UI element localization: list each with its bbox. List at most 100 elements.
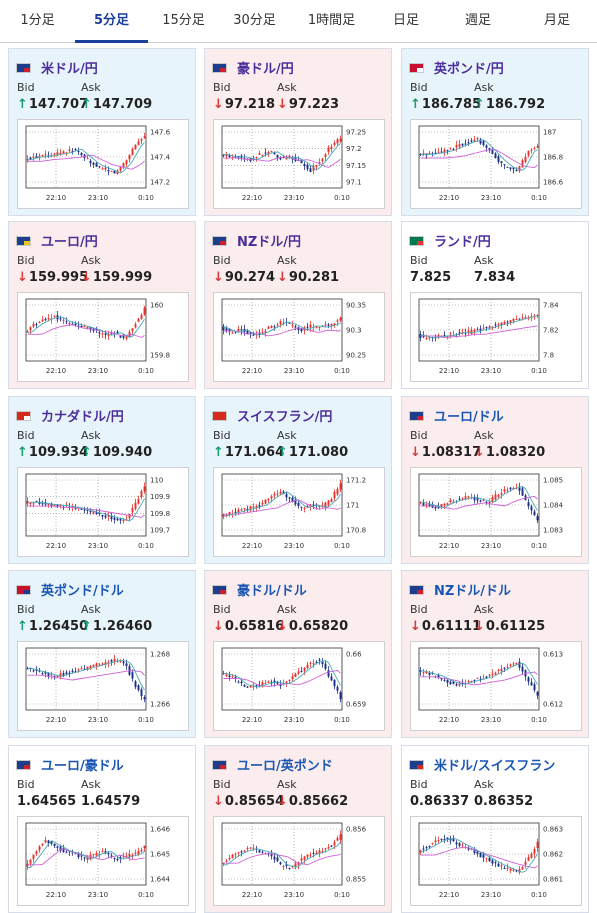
tab-2[interactable]: 5分足	[75, 0, 148, 43]
rate-card[interactable]: 米ドル/円 Bid Ask ↑147.707 ↑147.709 147.6 147.4 147…	[8, 48, 196, 216]
price-chart[interactable]: 0.863 0.862 0.861 22:10 23:10 0:10	[410, 816, 582, 906]
candle-body	[458, 332, 461, 334]
price-chart[interactable]: 1.646 1.645 1.644 22:10 23:10 0:10	[17, 816, 189, 906]
pair-title[interactable]: ランド/円	[434, 235, 491, 250]
price-chart[interactable]: 7.84 7.82 7.8 22:10 23:10 0:10	[410, 292, 582, 382]
price-chart[interactable]: 187 186.8 186.6 22:10 23:10 0:10	[410, 119, 582, 209]
pair-title[interactable]: スイスフラン/円	[237, 410, 333, 425]
candle-body	[83, 509, 86, 511]
candle-body	[506, 867, 509, 869]
pair-title[interactable]: ユーロ/ドル	[434, 410, 504, 425]
plot-frame	[418, 647, 540, 711]
pair-title[interactable]: NZドル/ドル	[434, 584, 512, 599]
tab-1[interactable]: 1分足	[0, 0, 75, 42]
price-chart[interactable]: 0.613 0.612 22:10 23:10 0:10	[410, 641, 582, 731]
pair-title[interactable]: 米ドル/円	[41, 62, 98, 77]
bid-price: ↓97.218	[213, 97, 275, 112]
arrow-down-icon: ↓	[277, 97, 288, 112]
rate-card[interactable]: 米ドル/スイスフラン Bid Ask 0.86337 0.86352 0.863 0.862…	[401, 745, 589, 913]
candle-body	[425, 672, 428, 674]
x-tick-label: 0:10	[334, 194, 350, 202]
rate-card[interactable]: ユーロ/円 Bid Ask ↓159.995 ↓159.999 160 159.8 22:10…	[8, 221, 196, 389]
candle-body	[228, 155, 231, 157]
candle-body	[240, 329, 243, 331]
moving-average-short	[27, 142, 145, 174]
candle-body	[506, 166, 509, 168]
x-tick-label: 22:10	[46, 194, 66, 202]
rate-card[interactable]: 豪ドル/円 Bid Ask ↓97.218 ↓97.223 97.25 97.2 97.15 9…	[204, 48, 392, 216]
candle-body	[318, 659, 321, 661]
tab-6[interactable]: 日足	[373, 0, 439, 42]
candle-body	[297, 671, 300, 674]
pair-title[interactable]: ユーロ/英ポンド	[237, 759, 333, 774]
pair-title[interactable]: 米ドル/スイスフラン	[434, 759, 556, 774]
pair-title[interactable]: ユーロ/円	[41, 235, 98, 250]
price-chart[interactable]: 110 109.9 109.8 109.7 22:10 23:10 0:10	[17, 467, 189, 557]
candle-body	[86, 158, 89, 160]
ask-label: Ask	[474, 429, 494, 442]
price-chart[interactable]: 1.268 1.266 22:10 23:10 0:10	[17, 641, 189, 731]
candle-body	[470, 140, 473, 142]
rate-card[interactable]: ユーロ/豪ドル Bid Ask 1.64565 1.64579 1.646 1.645 1.6…	[8, 745, 196, 913]
candle-body	[428, 845, 431, 847]
plot-frame	[221, 473, 343, 537]
candle-body	[449, 681, 452, 684]
arrow-down-icon: ↓	[474, 445, 485, 460]
price-chart[interactable]: 160 159.8 22:10 23:10 0:10	[17, 292, 189, 382]
price-chart[interactable]: 0.856 0.855 22:10 23:10 0:10	[213, 816, 385, 906]
ask-value: 1.26460	[92, 619, 153, 634]
candle-body	[276, 493, 279, 495]
candle-body	[425, 338, 428, 340]
rate-card[interactable]: NZドル/円 Bid Ask ↓90.274 ↓90.281 90.35 90.3 90.25…	[204, 221, 392, 389]
rate-card[interactable]: ユーロ/ドル Bid Ask ↓1.08317 ↓1.08320 1.085 1.084 1.…	[401, 396, 589, 564]
tab-3[interactable]: 15分足	[148, 0, 219, 42]
pair-title[interactable]: 豪ドル/円	[237, 62, 294, 77]
candle-body	[83, 326, 86, 328]
tab-7[interactable]: 週足	[439, 0, 517, 42]
price-chart[interactable]: 0.66 0.659 22:10 23:10 0:10	[213, 641, 385, 731]
rate-card[interactable]: NZドル/ドル Bid Ask ↓0.61111 ↓0.61125 0.613 0.612 2…	[401, 570, 589, 738]
candle-body	[264, 331, 267, 333]
candle-body	[476, 850, 479, 854]
candle-body	[476, 677, 479, 679]
y-tick-label: 1.644	[150, 876, 171, 884]
candle-body	[524, 317, 527, 319]
candle-body	[488, 674, 491, 676]
rate-card[interactable]: ユーロ/英ポンド Bid Ask ↓0.85654 ↓0.85662 0.856 0.855…	[204, 745, 392, 913]
candle-body	[518, 318, 521, 320]
bid-value: 1.64565	[17, 794, 77, 809]
price-chart[interactable]: 147.6 147.4 147.2 22:10 23:10 0:10	[17, 119, 189, 209]
rate-card[interactable]: ランド/円 Bid Ask 7.825 7.834 7.84 7.82 7.8 22:10 23:…	[401, 221, 589, 389]
rate-card[interactable]: 英ポンド/ドル Bid Ask ↑1.26450 ↑1.26460 1.268 1.266 2…	[8, 570, 196, 738]
pair-title[interactable]: NZドル/円	[237, 235, 302, 250]
rate-card[interactable]: スイスフラン/円 Bid Ask ↑171.064 ↑171.080 171.2 171 17…	[204, 396, 392, 564]
moving-average-long	[223, 669, 341, 687]
bid-value: 109.934	[28, 445, 89, 460]
pair-title[interactable]: 豪ドル/ドル	[237, 584, 307, 599]
bid-value: 0.85654	[224, 794, 285, 809]
tab-8[interactable]: 月足	[517, 0, 597, 42]
pair-title[interactable]: ユーロ/豪ドル	[41, 759, 124, 774]
rate-card[interactable]: 英ポンド/円 Bid Ask ↑186.785 ↑186.792 187 186.8 186.…	[401, 48, 589, 216]
price-chart[interactable]: 1.085 1.084 1.083 22:10 23:10 0:10	[410, 467, 582, 557]
rate-card[interactable]: 豪ドル/ドル Bid Ask ↓0.65816 ↓0.65820 0.66 0.659 22:…	[204, 570, 392, 738]
candle-body	[125, 663, 128, 667]
x-tick-label: 0:10	[334, 542, 350, 550]
rate-card[interactable]: カナダドル/円 Bid Ask ↑109.934 ↑109.940 110 109.9 109…	[8, 396, 196, 564]
candle-body	[80, 668, 83, 670]
price-chart[interactable]: 90.35 90.3 90.25 22:10 23:10 0:10	[213, 292, 385, 382]
pair-title[interactable]: 英ポンド/円	[434, 62, 504, 77]
ask-value: 97.223	[288, 97, 340, 112]
price-chart[interactable]: 97.25 97.2 97.15 97.1 22:10 23:10 0:10	[213, 119, 385, 209]
pair-title[interactable]: 英ポンド/ドル	[41, 584, 124, 599]
candle-body	[327, 500, 330, 505]
candle-body	[509, 320, 512, 323]
tab-4[interactable]: 30分足	[219, 0, 290, 42]
currency-flag-icon	[212, 760, 227, 770]
candle-body	[333, 491, 336, 499]
tab-5[interactable]: 1時間足	[290, 0, 373, 42]
candle-body	[62, 673, 65, 676]
price-chart[interactable]: 171.2 171 170.8 22:10 23:10 0:10	[213, 467, 385, 557]
pair-title[interactable]: カナダドル/円	[41, 410, 124, 425]
candle-body	[41, 503, 44, 505]
